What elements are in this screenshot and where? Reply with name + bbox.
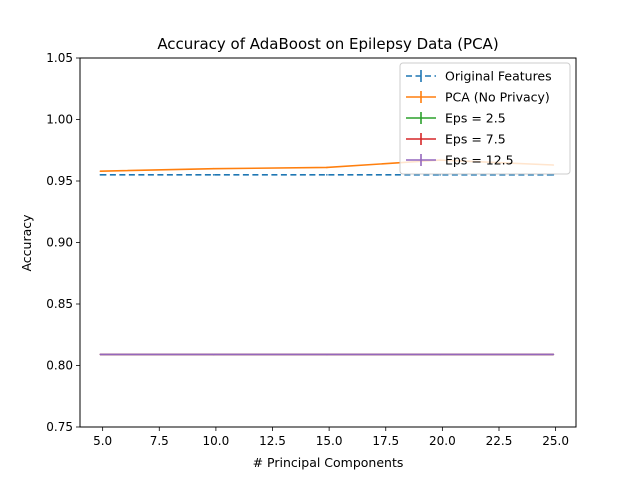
y-tick-label-3: 0.90 [46,236,73,250]
legend-label-2: Eps = 2.5 [445,111,506,126]
series-point-1-1 [212,167,215,170]
x-tick-label-5: 17.5 [372,434,399,448]
series-point-4-2 [326,353,328,356]
x-tick-label-7: 22.5 [486,434,513,448]
y-tick-label-5: 1.00 [46,113,73,127]
y-axis-title: Accuracy [19,214,34,272]
x-axis-title: # Principal Components [253,455,404,470]
x-tick-label-1: 7.5 [150,434,169,448]
series-point-1-2 [326,166,328,169]
series-point-4-1 [212,353,215,356]
x-tick-label-6: 20.0 [429,434,456,448]
axes-layer: 5.0 7.5 10.0 12.5 15.0 17.5 20.0 22.5 25.0 0.75 0.… [46,51,577,448]
series-point-0-2 [326,174,328,176]
series-point-0-1 [212,174,215,176]
y-tick-label-4: 0.95 [46,174,73,188]
x-tick-label-8: 25.0 [542,434,569,448]
series-point-0-0 [99,174,102,176]
series-point-1-0 [99,170,102,172]
y-tick-label-1: 0.80 [46,359,73,373]
x-tick-label-0: 5.0 [93,434,112,448]
legend-box [399,62,571,175]
legend: Original Features PCA (No Privacy) Eps = 2… [399,62,571,175]
series-point-4-4 [552,353,555,356]
x-tick-label-2: 10.0 [203,434,230,448]
series-point-4-3 [439,353,441,356]
series-point-4-0 [99,353,102,356]
series-layer [99,159,555,356]
x-tick-label-3: 12.5 [259,434,286,448]
legend-label-3: Eps = 7.5 [445,132,506,147]
chart-title: Accuracy of AdaBoost on Epilepsy Data (P… [157,35,498,53]
y-tick-label-2: 0.85 [46,297,73,311]
legend-label-0: Original Features [445,69,552,84]
legend-label-1: PCA (No Privacy) [445,90,550,105]
y-tick-label-0: 0.75 [46,420,73,434]
y-tick-label-6: 1.05 [46,51,73,65]
x-tick-label-4: 15.0 [316,434,343,448]
legend-label-4: Eps = 12.5 [445,153,514,168]
